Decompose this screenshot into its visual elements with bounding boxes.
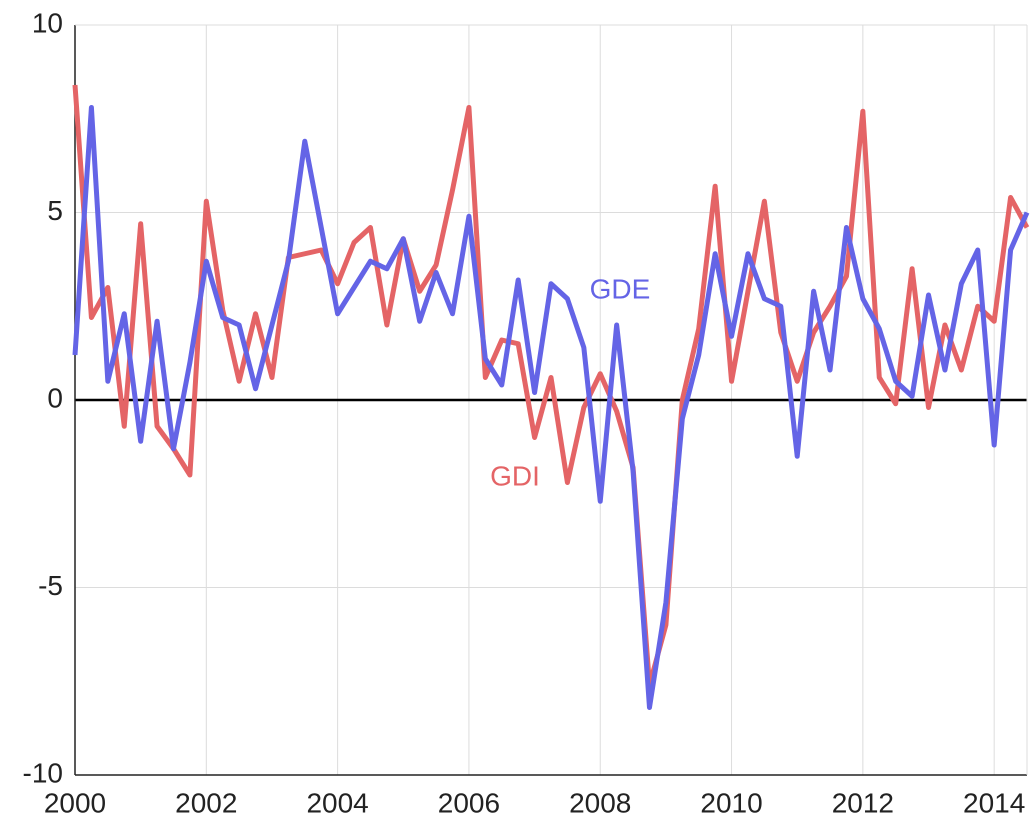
- x-tick-label: 2004: [306, 787, 368, 818]
- x-tick-label: 2000: [44, 787, 106, 818]
- x-tick-label: 2002: [175, 787, 237, 818]
- y-tick-label: 5: [47, 195, 63, 226]
- series-line: [72, 84, 1030, 688]
- x-tick-label: 2006: [438, 787, 500, 818]
- x-tick-label: 2010: [700, 787, 762, 818]
- x-tick-label: 2014: [963, 787, 1025, 818]
- annotation: GDE: [590, 273, 651, 304]
- series-line: [72, 105, 1030, 710]
- annotation: GDI: [490, 460, 540, 491]
- y-tick-label: 10: [32, 7, 63, 38]
- x-tick-label: 2012: [832, 787, 894, 818]
- y-tick-label: 0: [47, 382, 63, 413]
- x-tick-label: 2008: [569, 787, 631, 818]
- y-tick-label: -5: [38, 570, 63, 601]
- y-tick-label: -10: [23, 757, 63, 788]
